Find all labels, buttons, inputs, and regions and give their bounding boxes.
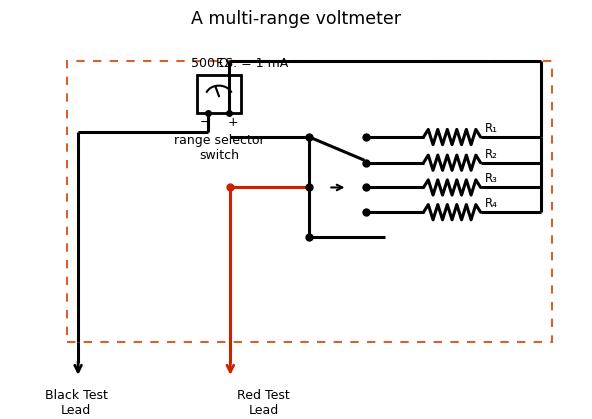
Text: 500 Ω: 500 Ω [191, 57, 229, 70]
Text: R₃: R₃ [485, 172, 498, 185]
Bar [67, 61, 552, 341]
Text: R₂: R₂ [485, 147, 498, 160]
Text: Red Test
Lead: Red Test Lead [237, 389, 290, 417]
Text: F.S. = 1 mA: F.S. = 1 mA [216, 57, 288, 70]
Text: +: + [228, 116, 239, 129]
Text: Black Test
Lead: Black Test Lead [45, 389, 108, 417]
Text: A multi-range voltmeter: A multi-range voltmeter [191, 10, 401, 28]
Text: R₁: R₁ [485, 122, 498, 135]
Text: R₄: R₄ [485, 197, 498, 210]
Text: range selector
switch: range selector switch [173, 134, 264, 162]
Bar [197, 75, 241, 113]
Text: −: − [200, 116, 210, 129]
